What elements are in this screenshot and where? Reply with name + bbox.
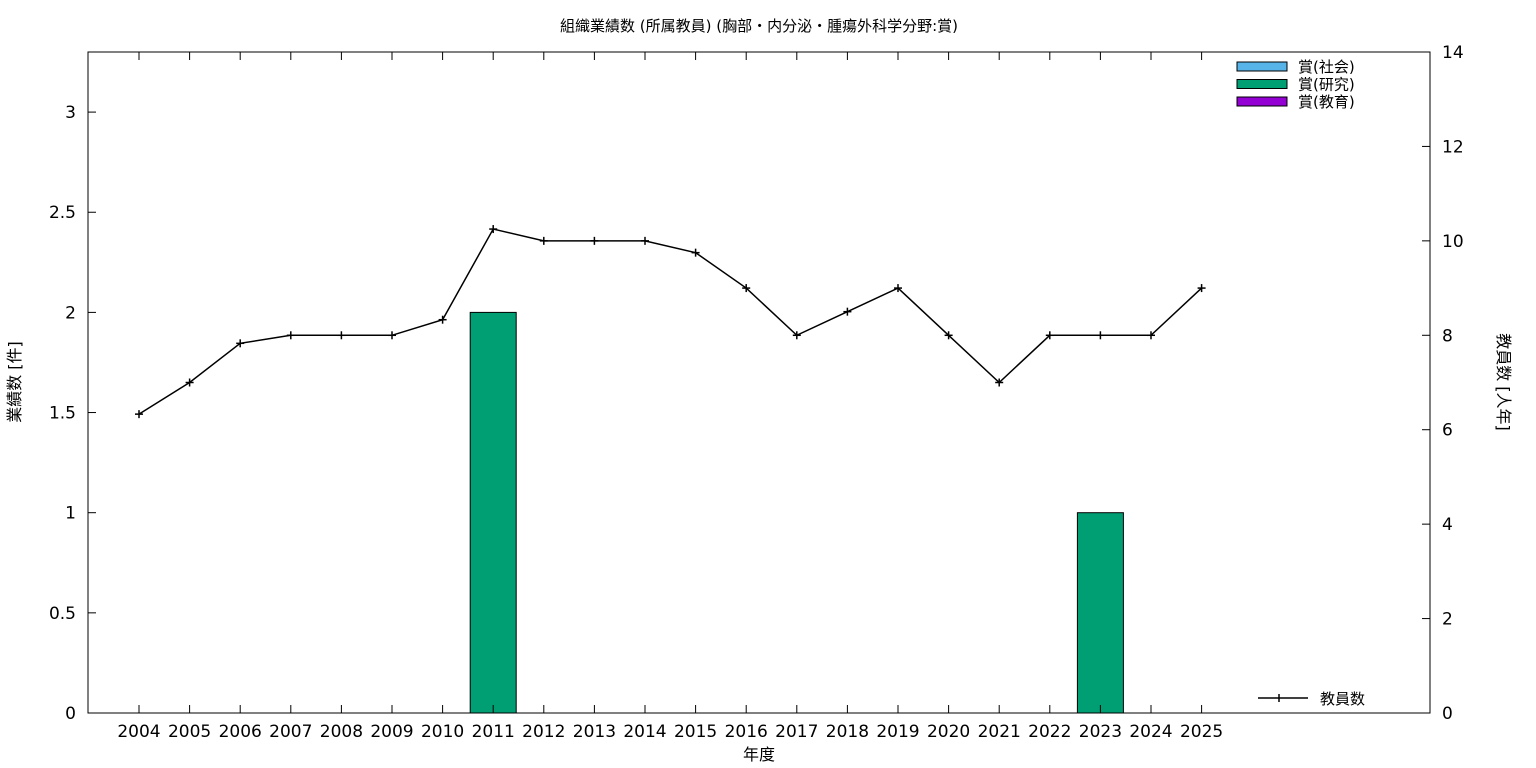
y2-axis-label: 教員数 [人年] — [1494, 333, 1513, 431]
y-tick-label: 1.5 — [49, 404, 76, 424]
y2-tick-label: 0 — [1442, 704, 1453, 724]
y2-tick-label: 8 — [1442, 326, 1453, 346]
series-line — [138, 228, 1203, 415]
line-point — [1096, 331, 1105, 340]
line-point — [236, 339, 245, 348]
bars-layer — [469, 311, 1124, 714]
y2-tick-label: 14 — [1442, 43, 1464, 63]
legend-label: 賞(社会) — [1298, 58, 1355, 76]
line-point — [337, 331, 346, 340]
x-tick-label: 2023 — [1079, 722, 1122, 742]
legend-label: 賞(研究) — [1298, 76, 1355, 94]
bar — [1076, 512, 1124, 714]
y-tick-label: 2.5 — [49, 203, 76, 223]
y-tick-label: 2 — [65, 303, 76, 323]
line-point — [185, 378, 194, 387]
legend-line-label: 教員数 — [1320, 690, 1365, 708]
line-point — [438, 315, 447, 324]
line-point — [944, 331, 953, 340]
plot-frame — [87, 51, 1431, 714]
legend-swatch — [1236, 79, 1288, 89]
x-tick-label: 2021 — [978, 722, 1021, 742]
y2-tick-label: 10 — [1442, 232, 1464, 252]
x-axis-label: 年度 — [743, 745, 775, 764]
y2-tick-label: 2 — [1442, 610, 1453, 630]
axes-layer: 0 0.5 1 1.5 2 2.5 3 0 2 4 6 8 10 12 14 2004 2005 2006 2007… — [49, 43, 1464, 742]
line-point — [489, 225, 498, 234]
x-tick-label: 2007 — [269, 722, 312, 742]
line-point — [286, 331, 295, 340]
x-tick-label: 2005 — [168, 722, 211, 742]
x-tick-label: 2004 — [117, 722, 160, 742]
line-point — [691, 248, 700, 257]
x-tick-label: 2015 — [674, 722, 717, 742]
x-tick-label: 2020 — [927, 722, 970, 742]
bar — [469, 311, 517, 714]
y-tick-label: 3 — [65, 103, 76, 123]
x-tick-label: 2011 — [472, 722, 515, 742]
y2-tick-label: 12 — [1442, 137, 1464, 157]
x-tick-label: 2008 — [320, 722, 363, 742]
line-point — [995, 378, 1004, 387]
y-tick-label: 0 — [65, 704, 76, 724]
line-layer — [135, 225, 1206, 419]
legend-swatch — [1236, 61, 1288, 72]
x-tick-label: 2017 — [775, 722, 818, 742]
x-tick-label: 2019 — [876, 722, 919, 742]
line-point — [1147, 331, 1155, 340]
x-tick-label: 2014 — [623, 722, 666, 742]
x-tick-label: 2016 — [725, 722, 768, 742]
line-point — [590, 236, 599, 245]
y-axis-label: 業績数 [件] — [5, 341, 24, 423]
line-point — [539, 236, 548, 245]
x-tick-label: 2013 — [573, 722, 616, 742]
line-point — [1045, 331, 1054, 340]
line-point — [1197, 284, 1206, 293]
x-tick-label: 2024 — [1129, 722, 1172, 742]
x-tick-label: 2025 — [1180, 722, 1223, 742]
x-tick-label: 2018 — [826, 722, 869, 742]
x-tick-label: 2022 — [1028, 722, 1071, 742]
y2-tick-label: 4 — [1442, 515, 1453, 535]
legend-swatch — [1236, 96, 1288, 107]
y-tick-label: 0.5 — [49, 604, 76, 624]
legend-label: 賞(教育) — [1298, 93, 1355, 111]
legend-layer: 賞(社会)賞(研究)賞(教育) 教員数 — [1236, 58, 1365, 708]
x-tick-label: 2012 — [522, 722, 565, 742]
line-point — [843, 307, 852, 316]
line-point — [641, 236, 649, 245]
line-point — [135, 410, 143, 419]
x-tick-label: 2010 — [421, 722, 464, 742]
y2-tick-label: 6 — [1442, 421, 1453, 441]
line-point — [792, 331, 801, 340]
line-point — [742, 284, 751, 293]
x-tick-label: 2009 — [370, 722, 413, 742]
chart-title: 組織業績数 (所属教員) (胸部・内分泌・腫瘍外科学分野:賞) — [560, 17, 958, 35]
line-point — [894, 284, 902, 293]
x-tick-label: 2006 — [219, 722, 262, 742]
line-point — [388, 331, 396, 340]
y-tick-label: 1 — [65, 504, 76, 524]
